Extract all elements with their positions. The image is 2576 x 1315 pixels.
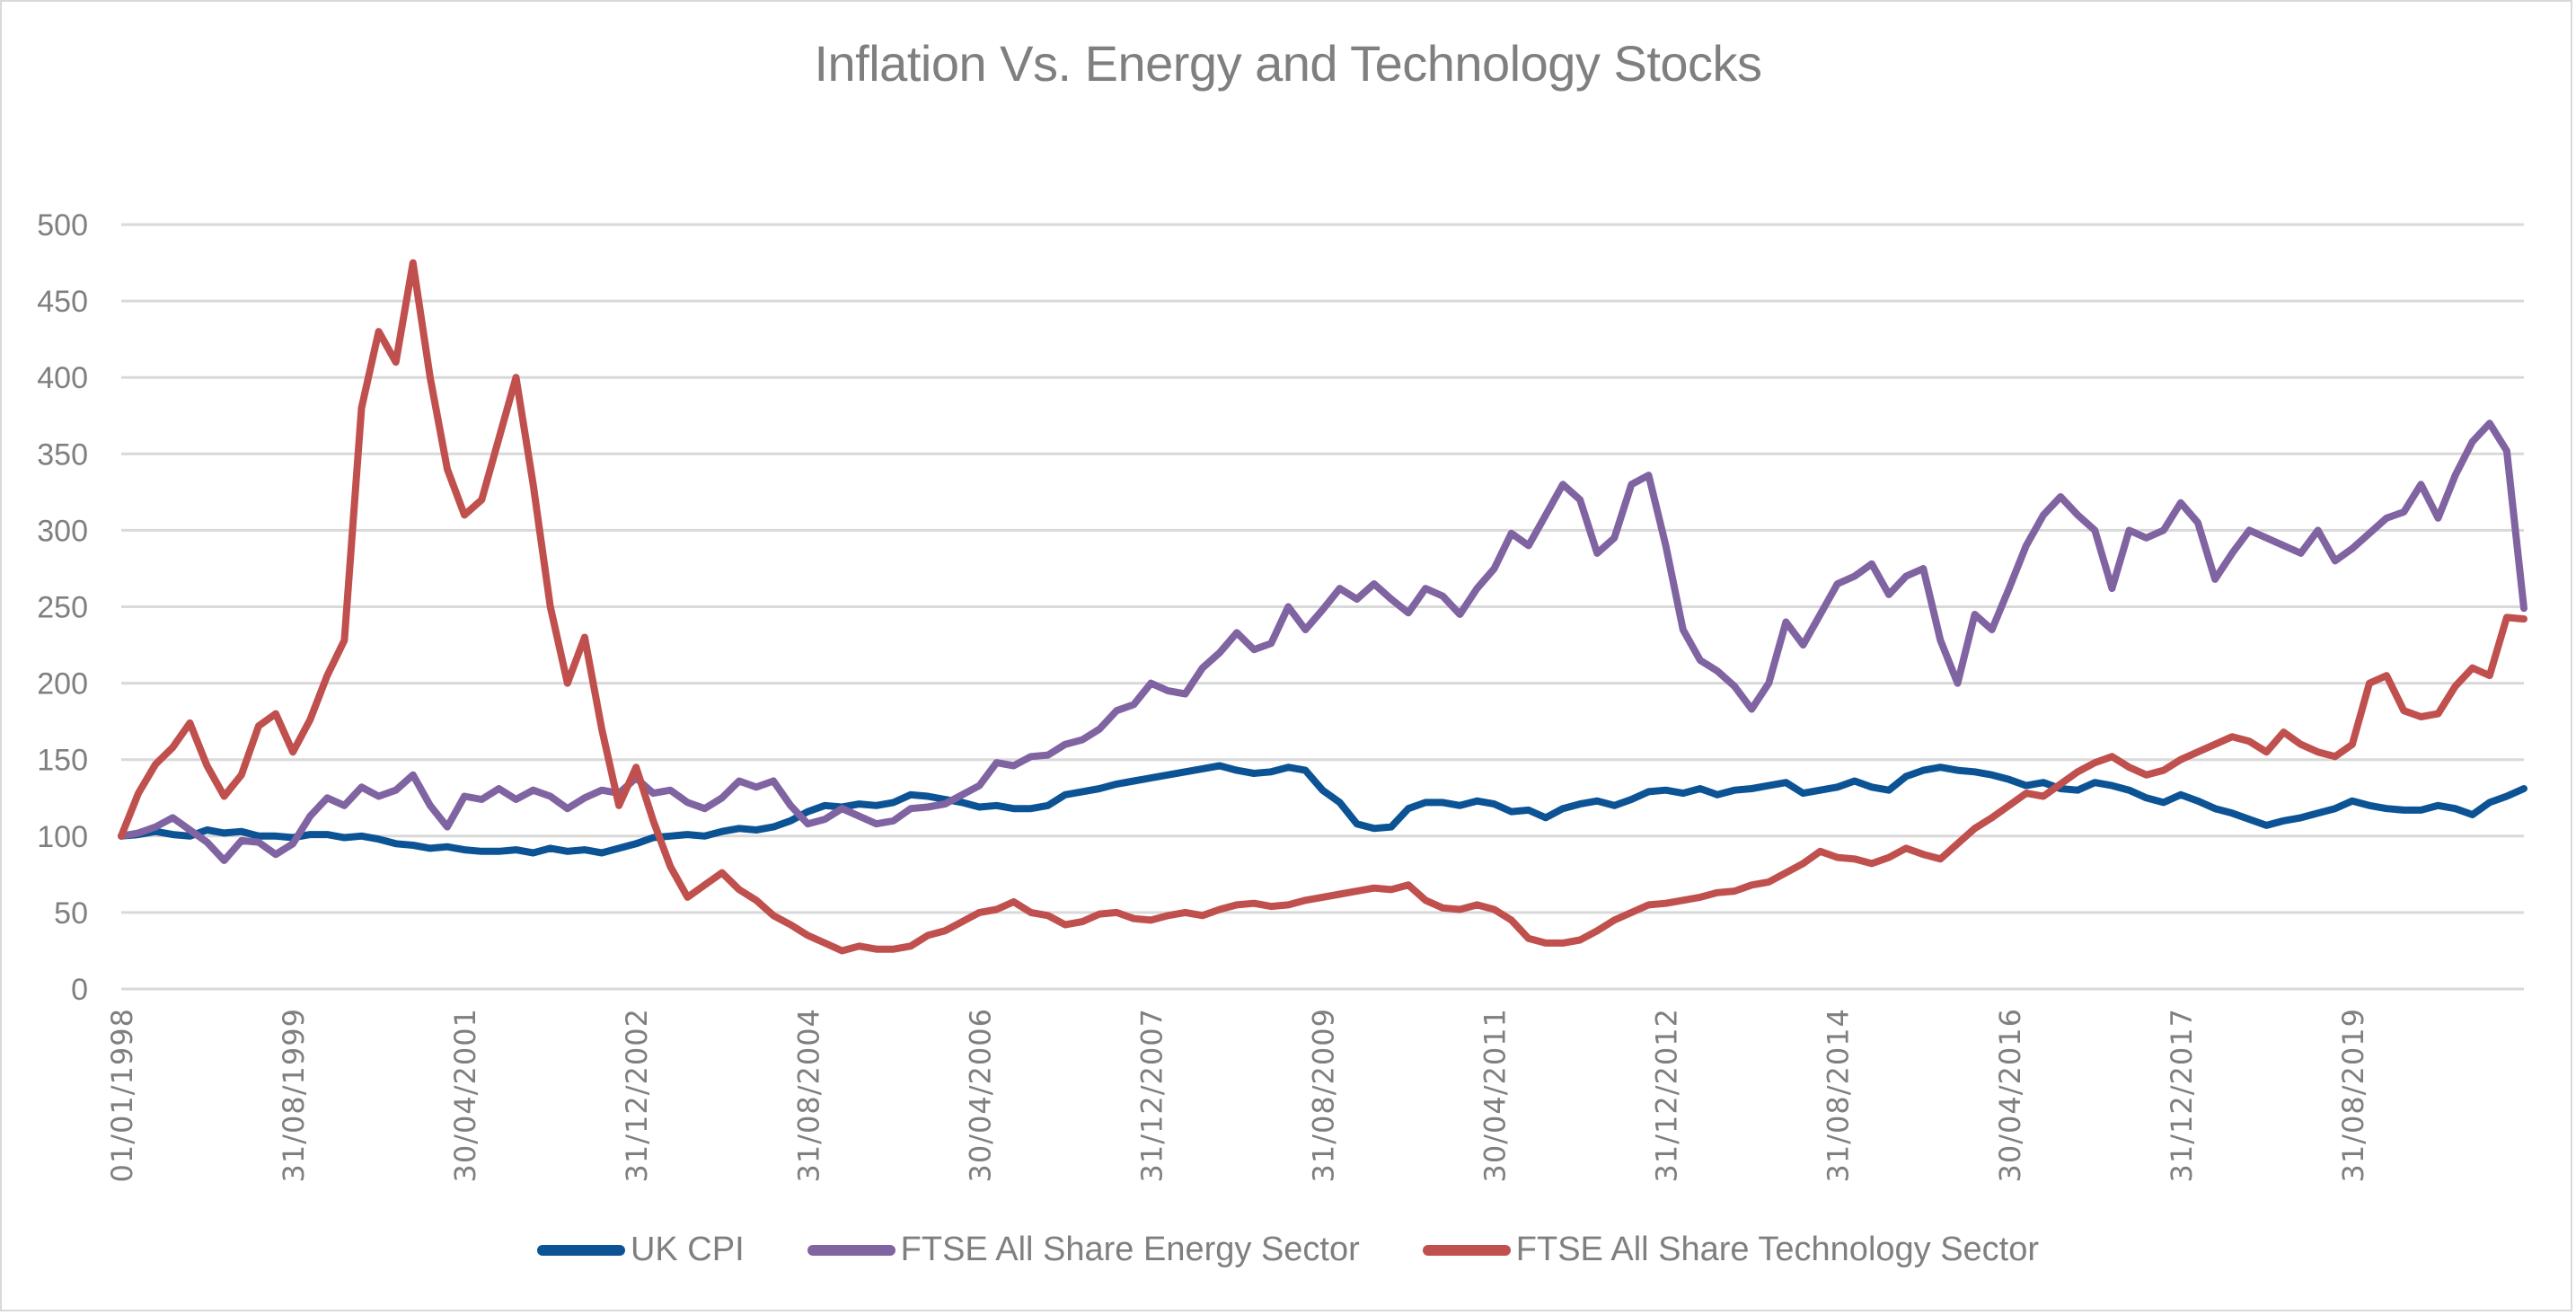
x-tick-label: 31/12/2007: [1134, 1008, 1169, 1182]
y-tick-label: 400: [37, 361, 88, 395]
y-tick-label: 300: [37, 514, 88, 548]
legend-item-energy[interactable]: FTSE All Share Energy Sector: [807, 1231, 1360, 1269]
legend-label: FTSE All Share Technology Sector: [1515, 1231, 2040, 1268]
x-axis-tick-labels: 01/01/1998 31/08/1999 30/04/2001 31/12/2002…: [105, 1008, 2370, 1182]
y-axis-tick-labels: 0 50 100 150 200 250 300 350 400 450 500: [37, 208, 88, 1007]
series-line-ftse-all-share-technology-sector[interactable]: [118, 259, 2527, 955]
legend: UK CPI FTSE All Share Energy Sector FTSE…: [0, 1231, 2576, 1269]
x-tick-label: 30/04/2016: [1993, 1008, 2027, 1182]
x-tick-label: 31/08/2014: [1822, 1008, 1856, 1182]
y-tick-label: 0: [71, 973, 88, 1007]
y-tick-label: 100: [37, 820, 88, 854]
series-lines: [118, 259, 2527, 955]
gridlines: [121, 223, 2524, 991]
x-tick-label: 31/08/2009: [1307, 1008, 1341, 1182]
y-tick-label: 150: [37, 744, 88, 778]
y-tick-label: 500: [37, 208, 88, 243]
legend-swatch-technology: [1422, 1244, 1511, 1256]
x-tick-label: 31/08/2019: [2336, 1008, 2370, 1182]
legend-swatch-uk-cpi: [536, 1244, 625, 1256]
legend-label: UK CPI: [630, 1231, 745, 1268]
x-tick-label: 31/12/2012: [1650, 1008, 1684, 1182]
legend-swatch-energy: [807, 1244, 895, 1256]
y-tick-label: 450: [37, 285, 88, 319]
y-tick-label: 200: [37, 667, 88, 702]
x-tick-label: 01/01/1998: [105, 1008, 139, 1182]
x-tick-label: 31/08/1999: [277, 1008, 311, 1182]
legend-item-uk-cpi[interactable]: UK CPI: [536, 1231, 745, 1269]
y-tick-label: 250: [37, 591, 88, 625]
x-tick-label: 30/04/2006: [963, 1008, 997, 1182]
x-tick-label: 31/12/2002: [620, 1008, 654, 1182]
x-tick-label: 30/04/2011: [1478, 1008, 1513, 1182]
y-tick-label: 350: [37, 437, 88, 472]
chart-title: Inflation Vs. Energy and Technology Stoc…: [814, 35, 1762, 92]
x-tick-label: 30/04/2001: [448, 1008, 482, 1182]
series-line-uk-cpi[interactable]: [118, 762, 2527, 857]
x-tick-label: 31/08/2004: [791, 1008, 825, 1182]
legend-label: FTSE All Share Energy Sector: [900, 1231, 1360, 1268]
x-tick-label: 31/12/2017: [2165, 1008, 2199, 1182]
series-line-ftse-all-share-energy-sector[interactable]: [118, 419, 2527, 864]
legend-item-technology[interactable]: FTSE All Share Technology Sector: [1422, 1231, 2040, 1269]
y-tick-label: 50: [54, 896, 88, 931]
